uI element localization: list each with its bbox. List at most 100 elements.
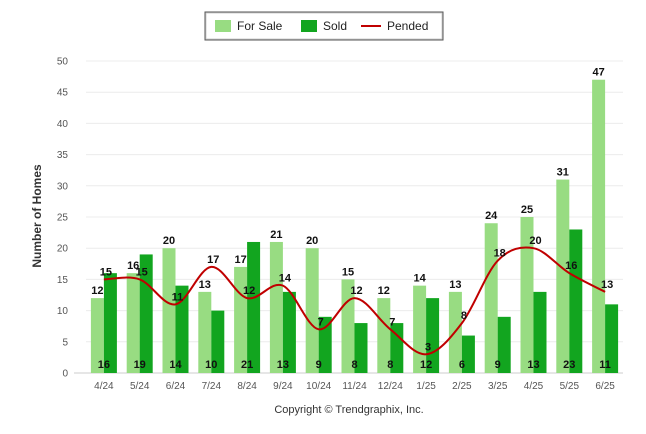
x-tick-label: 7/24 xyxy=(202,381,222,392)
y-tick-label: 10 xyxy=(57,306,69,317)
y-tick-label: 50 xyxy=(57,57,69,68)
data-label-for-sale: 13 xyxy=(449,279,461,291)
y-tick-label: 40 xyxy=(57,119,69,130)
data-label-pended: 7 xyxy=(318,316,324,328)
data-label-pended: 12 xyxy=(350,285,362,297)
x-tick-label: 8/24 xyxy=(237,381,257,392)
data-label-pended: 7 xyxy=(389,316,395,328)
bar-sold xyxy=(605,304,619,373)
x-tick-label: 4/25 xyxy=(524,381,544,392)
data-label-sold: 23 xyxy=(563,359,575,371)
legend-label-for-sale: For Sale xyxy=(237,19,283,33)
bar-for-sale xyxy=(162,248,176,373)
bar-sold xyxy=(461,335,475,373)
data-label-for-sale: 20 xyxy=(163,235,175,247)
data-label-sold: 13 xyxy=(527,359,539,371)
y-tick-label: 25 xyxy=(57,213,69,224)
data-label-sold: 8 xyxy=(387,359,393,371)
bar-sold xyxy=(175,285,189,373)
data-label-sold: 14 xyxy=(169,359,182,371)
x-tick-label: 11/24 xyxy=(342,381,367,392)
y-tick-label: 35 xyxy=(57,150,69,161)
bar-for-sale xyxy=(520,217,534,373)
bar-sold xyxy=(282,291,296,373)
data-label-sold: 12 xyxy=(420,359,432,371)
data-label-for-sale: 21 xyxy=(270,229,282,241)
bar-for-sale xyxy=(90,298,104,373)
bar-for-sale xyxy=(305,248,319,373)
data-label-pended: 3 xyxy=(425,341,431,353)
data-label-pended: 17 xyxy=(207,254,219,266)
data-label-sold: 8 xyxy=(351,359,357,371)
x-tick-label: 9/24 xyxy=(273,381,293,392)
bar-for-sale xyxy=(198,291,212,373)
x-tick-label: 5/25 xyxy=(560,381,580,392)
data-label-sold: 10 xyxy=(205,359,217,371)
bar-for-sale xyxy=(126,273,140,373)
legend: For Sale Sold Pended xyxy=(204,11,444,41)
legend-swatch-for-sale xyxy=(215,20,231,32)
data-label-for-sale: 12 xyxy=(378,285,390,297)
data-label-sold: 9 xyxy=(316,359,322,371)
x-tick-label: 1/25 xyxy=(416,381,436,392)
data-label-sold: 19 xyxy=(134,359,146,371)
data-label-for-sale: 15 xyxy=(342,266,354,278)
bar-sold xyxy=(247,241,261,373)
y-tick-label: 45 xyxy=(57,88,69,99)
bar-sold xyxy=(533,291,547,373)
bar-for-sale xyxy=(377,298,391,373)
x-tick-label: 12/24 xyxy=(378,381,403,392)
bar-sold xyxy=(569,229,583,373)
data-label-for-sale: 25 xyxy=(521,204,533,216)
bar-for-sale xyxy=(556,179,570,373)
data-label-for-sale: 12 xyxy=(91,285,103,297)
y-tick-label: 20 xyxy=(57,244,69,255)
data-label-for-sale: 16 xyxy=(127,260,139,272)
legend-swatch-sold xyxy=(301,20,317,32)
data-label-pended: 8 xyxy=(461,310,467,322)
x-tick-label: 5/24 xyxy=(130,381,150,392)
x-tick-label: 6/24 xyxy=(166,381,186,392)
legend-label-sold: Sold xyxy=(323,19,347,33)
data-label-pended: 15 xyxy=(100,266,112,278)
data-label-pended: 16 xyxy=(565,260,577,272)
legend-box xyxy=(204,11,444,41)
data-label-sold: 13 xyxy=(277,359,289,371)
data-label-pended: 18 xyxy=(494,248,506,260)
x-tick-label: 10/24 xyxy=(306,381,331,392)
x-tick-label: 2/25 xyxy=(452,381,472,392)
data-label-sold: 9 xyxy=(495,359,501,371)
legend-inner-border xyxy=(205,12,443,40)
x-tick-label: 4/24 xyxy=(94,381,114,392)
bar-sold xyxy=(497,316,511,373)
y-tick-label: 15 xyxy=(57,275,69,286)
bar-sold xyxy=(211,310,225,373)
data-label-for-sale: 13 xyxy=(199,279,211,291)
bar-for-sale xyxy=(269,241,283,373)
x-tick-label: 6/25 xyxy=(595,381,615,392)
data-label-sold: 16 xyxy=(98,359,110,371)
pended-line xyxy=(103,246,606,356)
data-label-sold: 21 xyxy=(241,359,253,371)
bar-sold xyxy=(390,323,404,373)
bar-sold xyxy=(103,273,117,373)
data-label-pended: 13 xyxy=(601,279,613,291)
bar-sold xyxy=(139,254,153,373)
data-label-sold: 6 xyxy=(459,359,465,371)
data-label-for-sale: 47 xyxy=(592,67,604,79)
bar-for-sale xyxy=(484,223,498,373)
data-label-for-sale: 24 xyxy=(485,210,498,222)
data-label-pended: 12 xyxy=(243,285,255,297)
bar-sold xyxy=(354,323,368,373)
data-label-for-sale: 20 xyxy=(306,235,318,247)
copyright-footer: Copyright © Trendgraphix, Inc. xyxy=(274,404,423,416)
x-tick-label: 3/25 xyxy=(488,381,508,392)
data-label-pended: 14 xyxy=(279,273,292,285)
data-label-pended: 15 xyxy=(136,266,148,278)
data-label-sold: 11 xyxy=(599,359,611,371)
data-label-for-sale: 17 xyxy=(234,254,246,266)
y-tick-label: 30 xyxy=(57,181,69,192)
data-label-for-sale: 31 xyxy=(557,167,569,179)
y-axis-title: Number of Homes xyxy=(30,164,44,268)
